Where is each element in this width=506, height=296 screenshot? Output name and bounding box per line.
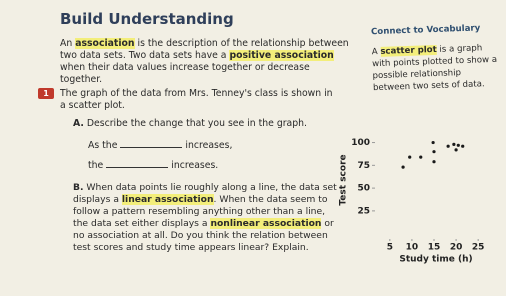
text: As the	[88, 140, 118, 151]
term: positive association	[229, 50, 334, 61]
point	[401, 165, 405, 169]
x-tick-label: 5	[387, 243, 393, 253]
point	[456, 143, 460, 147]
text: when their data values increase together…	[60, 62, 310, 85]
text: or no association at all. Do you think t…	[73, 218, 334, 253]
point	[408, 155, 412, 159]
y-tick-label: 100	[351, 138, 370, 148]
point	[461, 144, 465, 148]
part-a: A. Describe the change that you see in t…	[73, 118, 343, 130]
y-tick-label: 50	[357, 184, 370, 194]
text: An	[60, 38, 76, 49]
text: the	[88, 160, 104, 171]
title: Build Understanding	[60, 10, 234, 28]
term: association	[75, 38, 135, 49]
text: increases.	[171, 160, 219, 171]
blank-line: As the increases,	[88, 140, 232, 152]
intro: An association is the description of the…	[60, 38, 350, 86]
text: . When the data seem to follow a pattern…	[73, 194, 328, 229]
x-tick-label: 20	[450, 243, 463, 253]
y-tick-label: 75	[357, 161, 370, 171]
part-b: B. When data points lie roughly along a …	[73, 182, 338, 254]
text: is the description of the relationship b…	[60, 38, 349, 61]
text: When data points lie roughly along a lin…	[73, 182, 337, 205]
blank-line: the increases.	[88, 160, 218, 172]
label: B.	[73, 182, 84, 193]
text: Describe the change that you see in the …	[86, 118, 307, 129]
x-tick-label: 10	[406, 243, 419, 253]
x-tick-label: 15	[428, 243, 441, 253]
point	[432, 150, 436, 154]
point	[446, 144, 450, 148]
point	[454, 148, 458, 152]
problem-text: The graph of the data from Mrs. Tenney's…	[60, 88, 333, 111]
term: linear association	[121, 194, 214, 205]
problem-number: 1	[38, 88, 54, 99]
y-tick-label: 25	[357, 206, 370, 216]
point	[432, 160, 436, 164]
point	[419, 155, 423, 159]
point	[452, 142, 456, 146]
x-axis-title: Study time (h)	[399, 255, 472, 265]
text: increases,	[185, 140, 233, 151]
x-tick-label: 25	[472, 243, 485, 253]
point	[431, 140, 435, 145]
term: nonlinear association	[210, 218, 322, 229]
y-axis-title: Test score	[339, 154, 349, 205]
label: A.	[73, 118, 84, 129]
